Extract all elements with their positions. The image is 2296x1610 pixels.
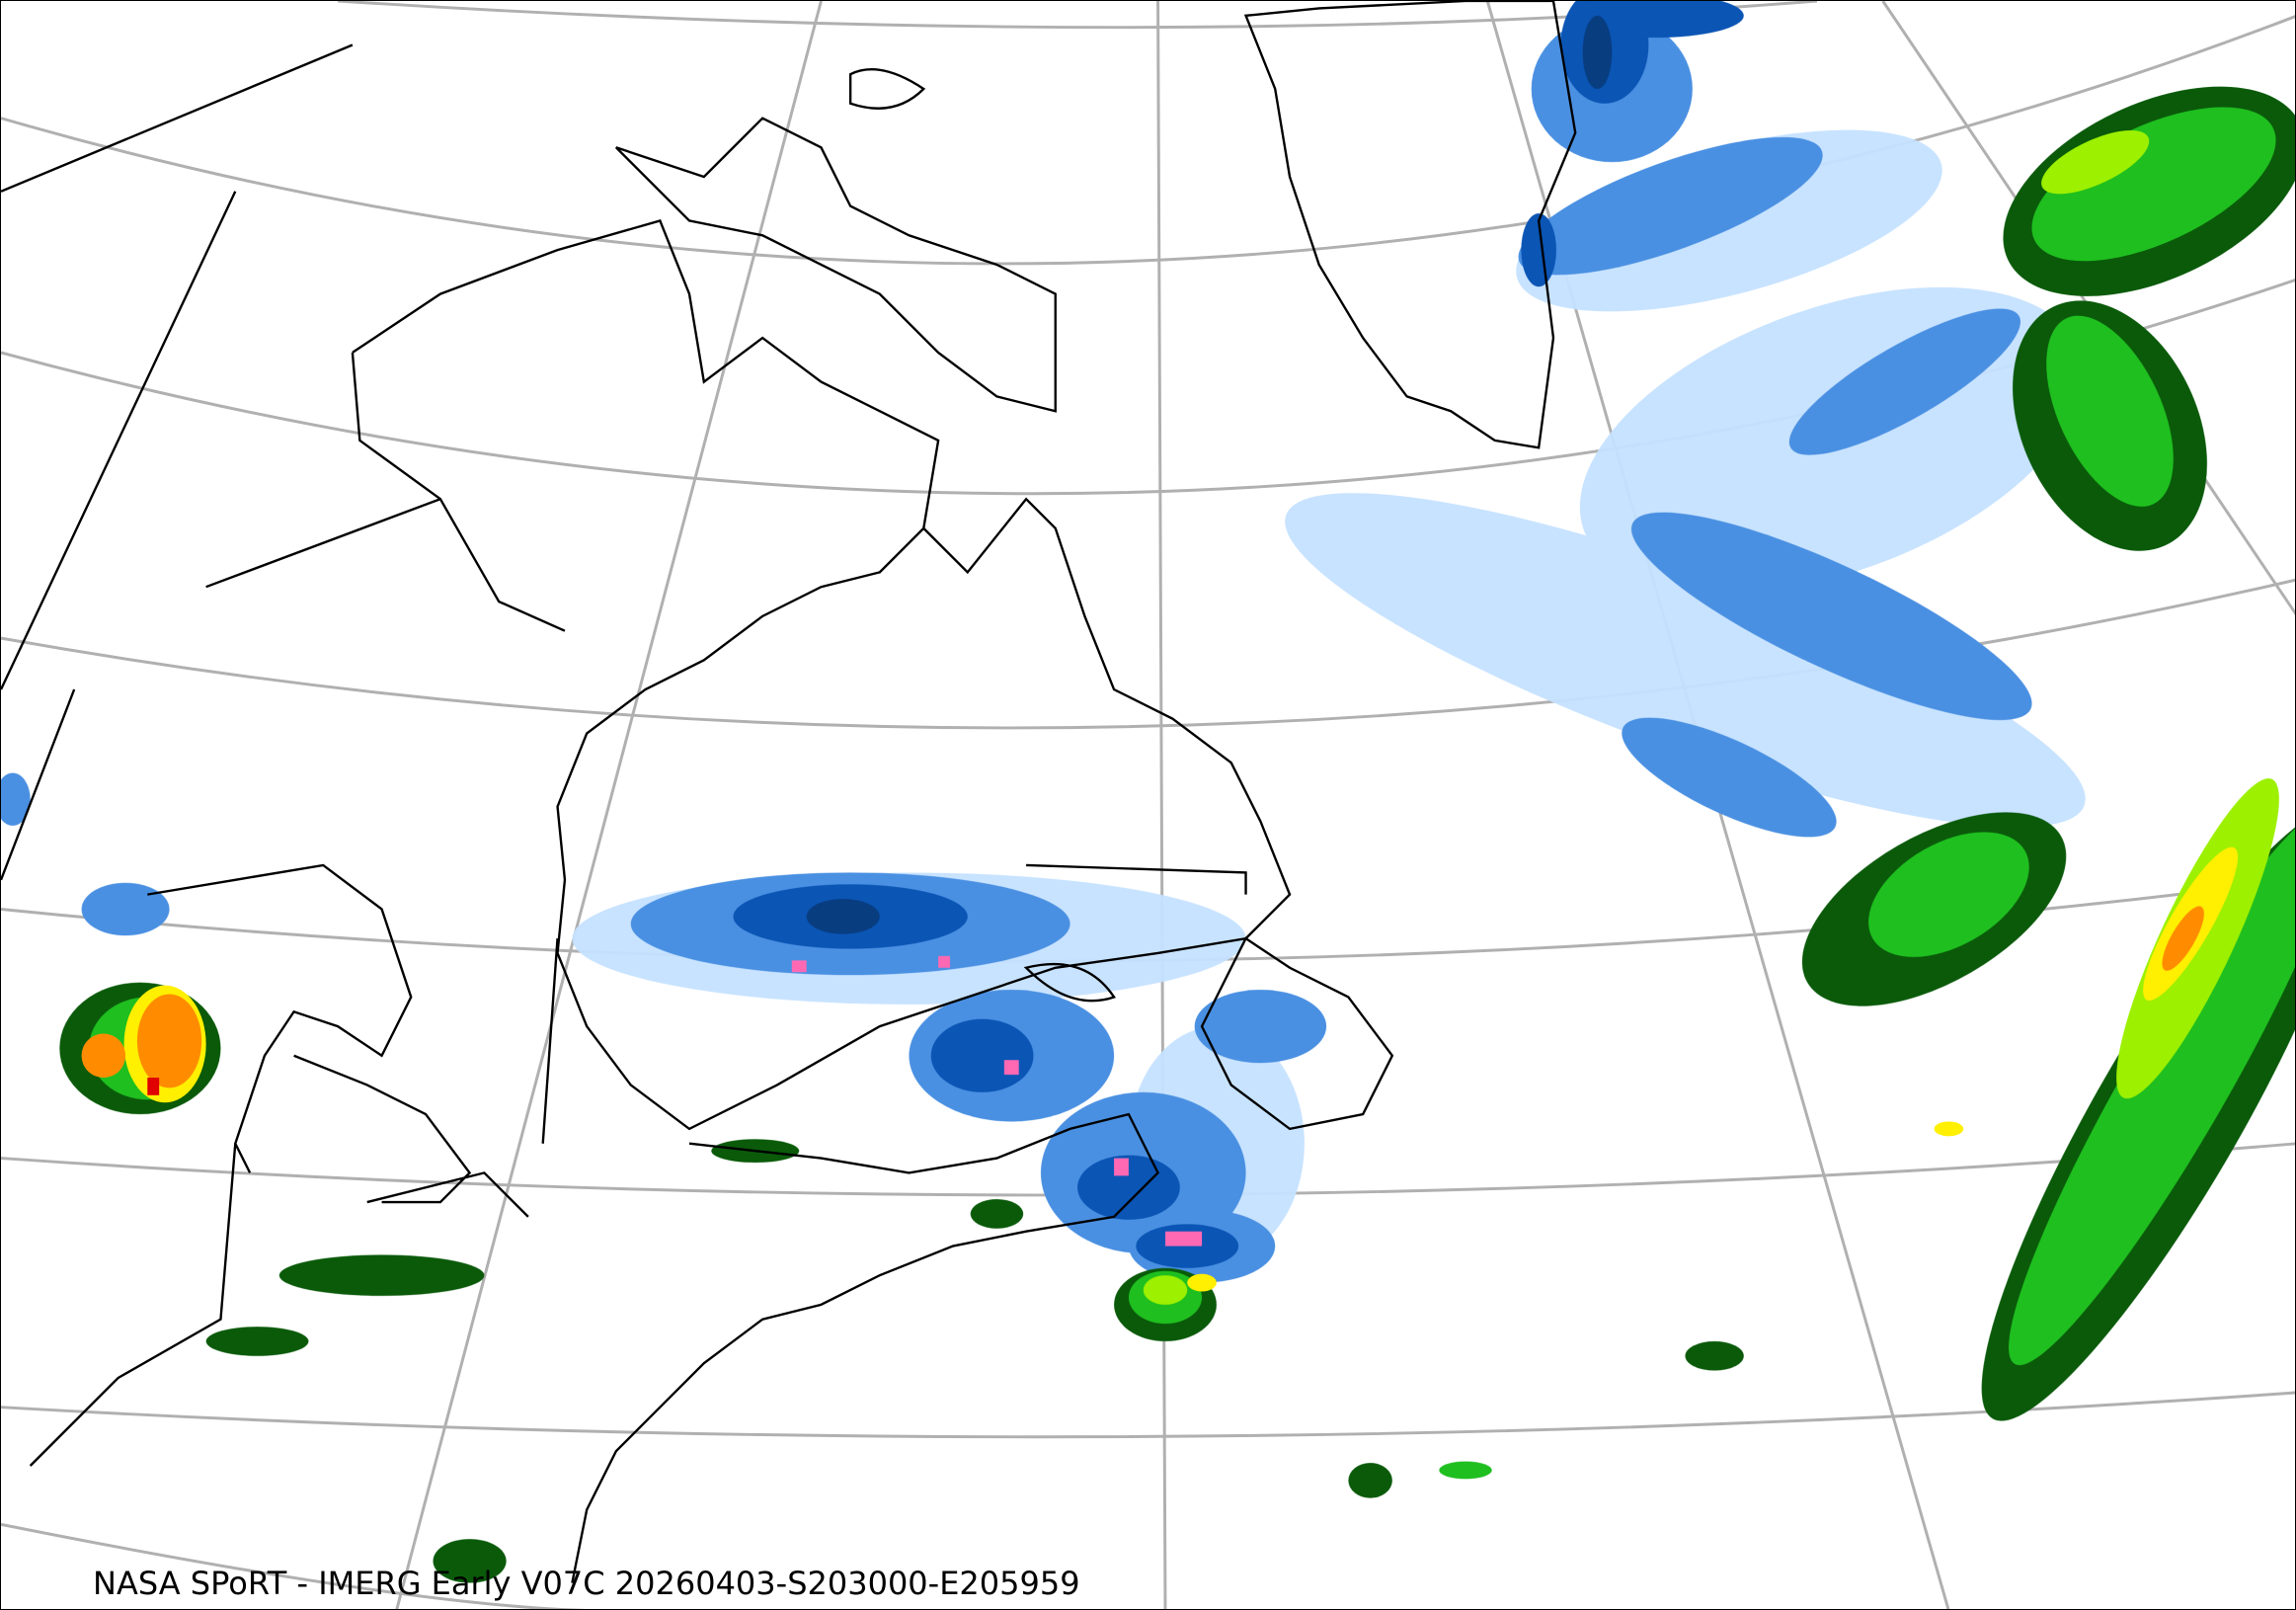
labrador-newfoundland <box>1200 936 1394 1131</box>
map-caption: NASA SPoRT - IMERG Early V07C 20260403-S… <box>93 1565 1080 1602</box>
coastlines <box>1 1 1577 1583</box>
great-lakes <box>147 863 529 1218</box>
provincial-boundary <box>1 43 1247 1467</box>
meridian <box>1156 1 1167 1609</box>
baffin-island <box>615 117 1057 413</box>
lake-outline <box>848 68 1116 1003</box>
latitude-line <box>1 15 2295 266</box>
latitude-line <box>1 1391 2295 1439</box>
hudson-bay-west <box>351 352 566 632</box>
maritimes-coast <box>571 1112 1160 1583</box>
latitude-line <box>1 1522 588 1609</box>
greenland-coast <box>1243 1 1577 449</box>
meridian <box>395 1 823 1609</box>
